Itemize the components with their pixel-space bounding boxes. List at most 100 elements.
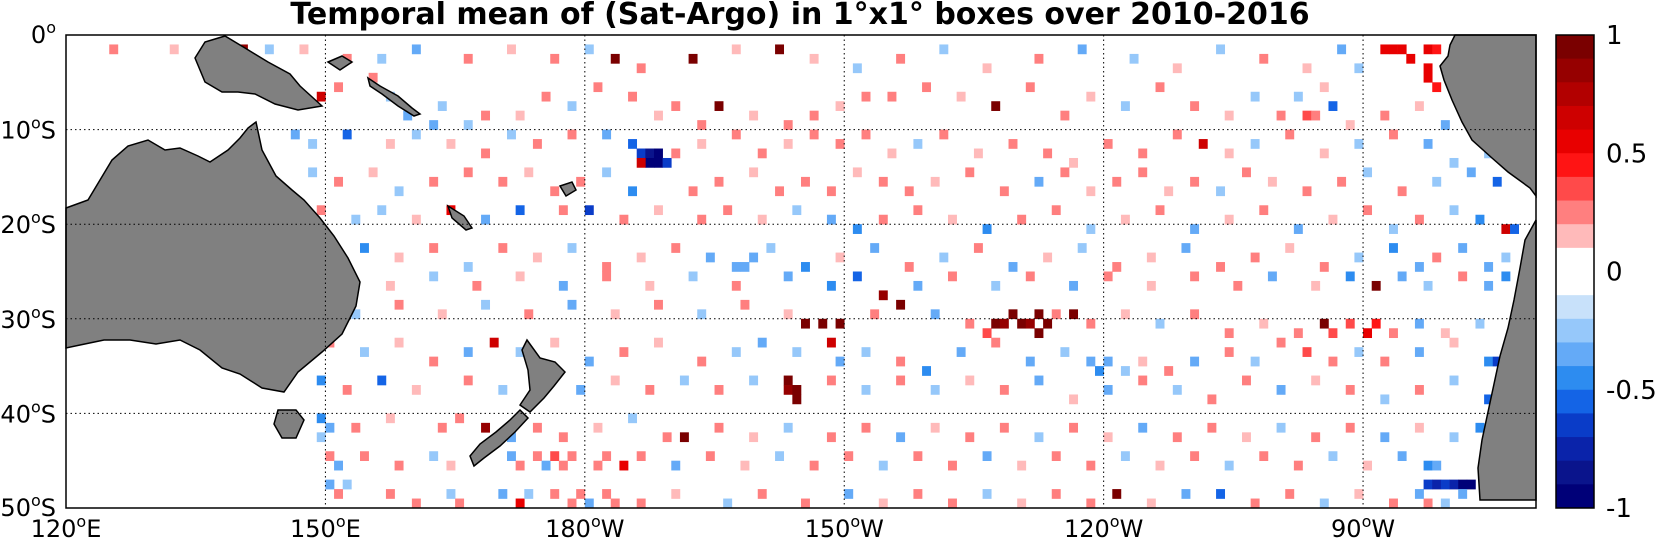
colorbar-segment	[1556, 247, 1594, 272]
heatmap-cell	[913, 139, 923, 149]
heatmap-cell	[870, 309, 880, 320]
heatmap-cell	[1354, 252, 1364, 263]
heatmap-cell	[1190, 451, 1200, 461]
heatmap-cell	[342, 129, 352, 140]
heatmap-cell	[602, 451, 612, 461]
heatmap-cell	[809, 129, 819, 140]
heatmap-cell	[697, 214, 707, 225]
heatmap-cell	[1423, 72, 1433, 83]
heatmap-cell	[991, 101, 1001, 111]
heatmap-cell	[1363, 328, 1373, 339]
heatmap-cell	[697, 309, 707, 320]
colorbar-segment	[1556, 82, 1594, 107]
heatmap-cell	[532, 451, 542, 461]
heatmap-cell	[567, 451, 577, 461]
heatmap-cell	[1155, 205, 1165, 216]
heatmap-cell	[1345, 385, 1355, 395]
heatmap-cell	[1146, 498, 1156, 509]
heatmap-cell	[654, 205, 663, 216]
heatmap-cell	[1345, 271, 1355, 282]
colorbar-segment	[1556, 35, 1594, 60]
heatmap-cell	[593, 422, 603, 433]
heatmap-cell	[671, 148, 681, 159]
colorbar-frame	[1555, 34, 1595, 509]
heatmap-cell	[498, 176, 508, 187]
heatmap-cell	[904, 262, 914, 272]
heatmap-cell	[109, 44, 119, 55]
heatmap-cell	[1319, 318, 1329, 329]
colorbar	[1555, 34, 1595, 509]
heatmap-cell	[1259, 205, 1269, 216]
heatmap-cell	[723, 498, 733, 509]
heatmap-cell	[1302, 63, 1312, 74]
heatmap-cell	[1172, 385, 1182, 395]
heatmap-cell	[1440, 479, 1450, 490]
heatmap-cell	[740, 460, 750, 471]
heatmap-cell	[360, 347, 369, 357]
land-new-britain	[326, 55, 354, 71]
heatmap-cell	[1138, 375, 1148, 386]
heatmap-cell	[1086, 356, 1096, 367]
y-axis-ticks: 0o 10oS 20oS 30oS 40oS 50oS	[0, 18, 56, 522]
heatmap-cell	[1181, 489, 1191, 499]
heatmap-cell	[567, 498, 577, 509]
land-solomon-islands	[366, 76, 422, 117]
land-australia	[65, 120, 361, 393]
heatmap-cell	[714, 422, 724, 433]
heatmap-cell	[360, 451, 369, 461]
heatmap-cell	[878, 176, 888, 187]
heatmap-cell	[429, 243, 439, 253]
heatmap-cell	[1259, 318, 1269, 329]
heatmap-cell	[749, 110, 759, 121]
heatmap-cell	[437, 101, 447, 111]
heatmap-cell	[809, 110, 819, 121]
heatmap-cell	[429, 176, 439, 187]
heatmap-cell	[342, 479, 352, 490]
heatmap-cell	[1034, 375, 1044, 386]
heatmap-cell	[1051, 489, 1061, 499]
heatmap-cell	[1155, 82, 1165, 93]
heatmap-cell	[264, 44, 274, 55]
heatmap-cell	[930, 385, 940, 395]
heatmap-cell	[1319, 262, 1329, 272]
heatmap-cell	[290, 129, 300, 140]
heatmap-cell	[697, 120, 707, 130]
heatmap-cell	[1337, 176, 1347, 187]
heatmap-cell	[1319, 148, 1329, 159]
heatmap-cell	[1466, 479, 1476, 490]
heatmap-cell	[654, 110, 663, 121]
heatmap-cell	[524, 167, 534, 178]
heatmap-cell	[749, 167, 759, 178]
land-south-america	[1439, 34, 1537, 199]
heatmap-cell	[982, 451, 992, 461]
heatmap-cell	[1224, 214, 1234, 225]
data-cells	[109, 44, 1520, 509]
heatmap-cell	[1440, 120, 1450, 130]
heatmap-cell	[1432, 479, 1442, 490]
heatmap-cell	[1172, 432, 1182, 443]
heatmap-cell	[662, 432, 672, 443]
heatmap-cell	[809, 460, 819, 471]
heatmap-cell	[1198, 139, 1208, 149]
y-tick-label: 0o	[31, 18, 56, 49]
heatmap-cell	[463, 347, 473, 357]
heatmap-cell	[1224, 347, 1234, 357]
heatmap-cell	[377, 205, 387, 216]
heatmap-cell	[316, 413, 326, 424]
heatmap-cell	[1043, 318, 1053, 329]
heatmap-cell	[610, 53, 620, 64]
heatmap-cell	[1034, 176, 1044, 187]
heatmap-cell	[826, 280, 836, 291]
heatmap-cell	[636, 63, 646, 74]
heatmap-cell	[411, 44, 421, 55]
heatmap-cell	[904, 186, 914, 197]
heatmap-cell	[654, 299, 663, 310]
heatmap-cell	[740, 299, 750, 310]
heatmap-cell	[956, 91, 966, 102]
heatmap-cell	[801, 318, 810, 329]
heatmap-cell	[1077, 44, 1087, 55]
heatmap-cell	[1008, 139, 1018, 149]
heatmap-cell	[1034, 432, 1044, 443]
heatmap-cell	[619, 347, 629, 357]
